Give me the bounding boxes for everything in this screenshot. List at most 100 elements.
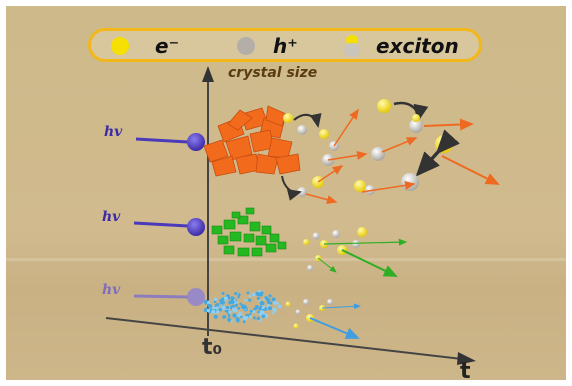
legend-hole-label: h⁺: [273, 34, 298, 58]
emission-arrow: [333, 108, 359, 147]
small-crystal-dot: [230, 299, 235, 304]
small-crystal-dot: [259, 301, 265, 306]
small-crystal-dot: [221, 291, 225, 295]
small-crystal-dot: [256, 316, 261, 321]
emission-arrow: [441, 155, 500, 185]
small-crystal-dot: [244, 298, 247, 302]
small-crystal-dot: [213, 300, 217, 304]
origin-label: t₀: [202, 335, 222, 360]
emission-arrow: [317, 165, 344, 183]
electron: [412, 114, 420, 122]
emission-arrow: [341, 249, 398, 277]
medium-crystal-cluster: [211, 207, 287, 257]
small-crystal-dot: [257, 310, 260, 314]
small-crystal-dot: [234, 292, 238, 295]
small-crystal-dot: [226, 309, 229, 313]
small-crystal-dot: [260, 310, 265, 315]
photon-beam-bottom: [133, 294, 189, 299]
large-crystal-cluster: [203, 105, 301, 177]
diagram-canvas: crystal size t₀ t hv hv hv: [102, 65, 500, 380]
small-crystal-dot: [223, 296, 229, 301]
photon-sphere-middle: [187, 218, 205, 236]
emission-arrow: [361, 180, 416, 193]
electron: [354, 180, 366, 192]
small-crystal-dot: [260, 291, 264, 295]
diagram-panel: e⁻ h⁺ exciton: [6, 6, 566, 380]
small-crystal-dot: [271, 297, 276, 302]
electron: [283, 113, 293, 123]
small-crystal-dot: [239, 302, 242, 306]
large-crystal-carriers: [281, 99, 500, 205]
small-crystal-dot: [275, 301, 279, 305]
hole: [297, 125, 307, 135]
photon-label-top: hv: [104, 124, 123, 140]
photon-beam-top: [135, 137, 189, 144]
hole: [365, 185, 375, 195]
small-crystal-dot: [230, 296, 235, 301]
transfer-arrow: [293, 113, 322, 128]
legend-hole: h⁺: [237, 35, 298, 57]
small-crystal-dot: [213, 314, 218, 319]
small-crystal-cluster: [203, 290, 282, 324]
small-crystal-dot: [249, 312, 252, 316]
medium-crystal-carriers: [303, 227, 408, 277]
exciton-link-arrow: [415, 129, 460, 177]
small-crystal-dot: [254, 307, 258, 311]
small-crystal-dot: [244, 316, 249, 320]
legend-electron: e⁻: [111, 35, 179, 57]
small-crystal-dot: [249, 315, 252, 319]
emission-arrow: [321, 303, 361, 310]
small-crystal-dot: [272, 311, 275, 315]
small-crystal-carriers: [285, 299, 361, 339]
small-crystal-dot: [235, 316, 239, 320]
emission-arrow: [323, 238, 408, 246]
axes: crystal size t₀ t: [105, 65, 476, 380]
small-crystal-dot: [211, 309, 216, 314]
y-axis-label: crystal size: [228, 65, 317, 81]
electron: [319, 129, 329, 139]
electron-icon: [111, 37, 129, 55]
photon-beam-middle: [133, 221, 189, 228]
photon-label-bottom: hv: [102, 282, 121, 298]
photon-label-middle: hv: [102, 209, 121, 225]
small-crystal-dot: [242, 320, 246, 324]
photon-sphere-top: [187, 133, 205, 151]
legend-box: e⁻ h⁺ exciton: [88, 28, 482, 62]
small-crystal-dot: [268, 294, 272, 298]
small-crystal-dot: [236, 313, 240, 317]
emission-arrow: [327, 150, 368, 161]
small-crystal-dot: [261, 314, 266, 319]
small-crystal-dot: [237, 295, 240, 299]
small-crystal-dot: [233, 308, 238, 313]
legend-electron-label: e⁻: [155, 34, 180, 58]
hole: [371, 147, 385, 161]
small-crystal-dot: [221, 305, 226, 310]
small-crystal-dot: [240, 315, 243, 319]
small-crystal-dot: [225, 305, 230, 310]
small-crystal-dot: [236, 320, 240, 323]
small-crystal-dot: [222, 315, 226, 319]
small-crystal-dot: [204, 302, 207, 305]
small-crystal-dot: [237, 293, 241, 297]
exciton-icon: [344, 35, 362, 57]
transfer-arrow: [281, 175, 302, 201]
small-crystal-dot: [267, 301, 270, 305]
small-crystal-dot: [227, 314, 231, 318]
small-crystal-dot: [220, 300, 225, 305]
x-axis: [105, 317, 463, 360]
small-crystal-dot: [234, 303, 238, 307]
small-crystal-dot: [269, 301, 273, 305]
small-crystal-dot: [218, 307, 223, 312]
small-crystal-dot: [268, 306, 272, 311]
emission-arrow: [381, 137, 418, 153]
electron: [377, 99, 391, 113]
small-crystal-dot: [227, 317, 231, 322]
hole-icon: [237, 37, 255, 55]
photon-beams: hv hv hv: [102, 124, 205, 306]
emission-arrow: [423, 118, 474, 131]
small-crystal-dot: [252, 316, 256, 320]
small-crystal-dot: [242, 304, 245, 308]
small-crystal-dot: [230, 320, 233, 323]
legend-exciton: exciton: [344, 35, 459, 57]
small-crystal-dot: [266, 297, 271, 303]
